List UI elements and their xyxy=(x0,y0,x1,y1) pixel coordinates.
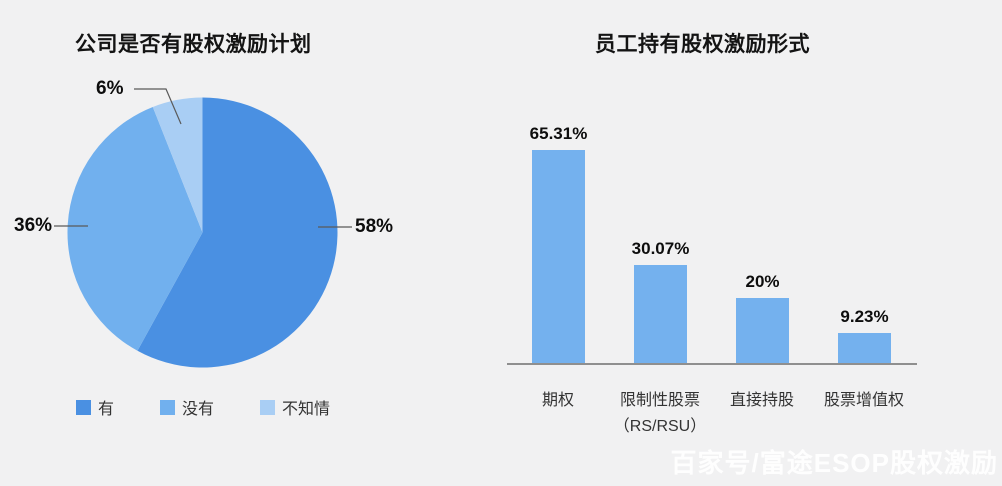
pie-chart xyxy=(54,88,352,368)
pie-slice xyxy=(152,97,203,233)
x-axis-label-line1: 直接持股 xyxy=(729,392,794,409)
bar-value-label: 9.23% xyxy=(840,307,889,326)
legend-item: 不知情 xyxy=(260,395,330,419)
legend-label: 有 xyxy=(98,401,115,418)
pie-slice xyxy=(67,106,203,351)
legend-item: 有 xyxy=(76,395,114,419)
x-axis-label-line1: 限制性股票 xyxy=(619,392,700,409)
pie-value-label: 58% xyxy=(355,216,394,237)
pie-slice xyxy=(137,97,338,368)
legend-label: 没有 xyxy=(182,401,215,418)
bar-group: 30.07% xyxy=(631,239,690,363)
legend-swatch xyxy=(260,399,276,415)
x-axis-label-line1: 期权 xyxy=(541,392,574,409)
bar xyxy=(532,150,585,363)
x-axis-label: 期权 xyxy=(478,388,638,414)
bar-chart-title: 员工持有股权激励形式 xyxy=(595,33,810,56)
legend-item: 没有 xyxy=(160,395,214,419)
bar xyxy=(736,298,789,363)
legend-swatch xyxy=(76,399,91,415)
legend-swatch xyxy=(160,399,176,415)
bar-group: 20% xyxy=(736,272,789,363)
pie-value-label: 6% xyxy=(96,78,124,99)
bar-value-label: 65.31% xyxy=(529,124,588,143)
x-axis-label: 直接持股 xyxy=(682,388,842,414)
watermark: 百家号/富途ESOP股权激励 xyxy=(670,448,998,478)
bar-group: 65.31% xyxy=(529,124,588,363)
bar xyxy=(838,333,891,363)
leader-line xyxy=(134,88,182,125)
legend-label: 不知情 xyxy=(282,401,331,418)
pie-value-label: 36% xyxy=(14,215,53,236)
bar-chart-plot: 65.31% 30.07% 20% 9.23% xyxy=(507,100,917,365)
x-axis-label-line2: （RS/RSU） xyxy=(613,418,707,435)
bar-group: 9.23% xyxy=(838,307,891,363)
x-axis-label: 股票增值权 xyxy=(784,388,944,414)
pie-chart-title: 公司是否有股权激励计划 xyxy=(75,33,312,56)
pie-legend: 有 没有 不知情 xyxy=(76,395,330,419)
bar-value-label: 20% xyxy=(745,272,780,291)
x-axis-label-line1: 股票增值权 xyxy=(823,392,904,409)
bar xyxy=(634,265,687,363)
bar-value-label: 30.07% xyxy=(631,239,690,258)
x-axis-label: 限制性股票 （RS/RSU） xyxy=(580,388,740,440)
